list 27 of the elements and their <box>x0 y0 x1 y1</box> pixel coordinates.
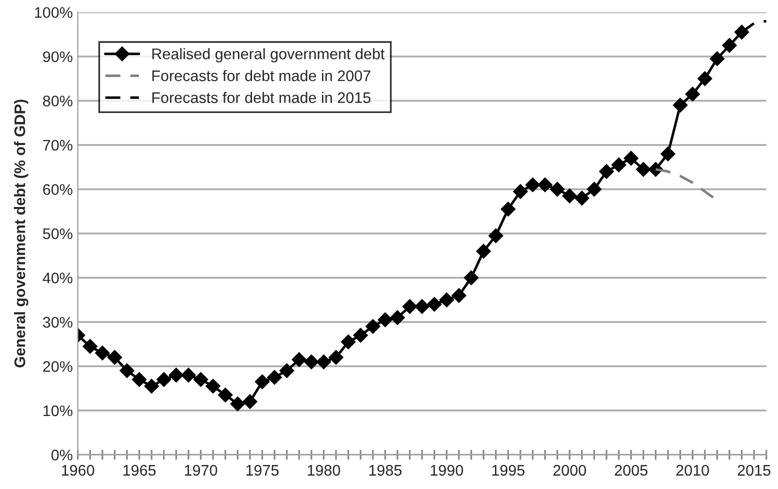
y-tick-label: 70% <box>43 140 72 151</box>
legend-label: Forecasts for debt made in 2007 <box>152 70 370 82</box>
x-tick-label: 2010 <box>676 464 709 476</box>
x-tick-label: 2000 <box>553 464 586 476</box>
y-tick-label: 40% <box>42 272 72 284</box>
x-tick-label: 2015 <box>738 464 770 476</box>
x-tick-label: 1990 <box>430 464 464 476</box>
y-tick-label: 90% <box>43 51 72 62</box>
y-tick-label: 100% <box>35 7 72 18</box>
x-tick-label: 1975 <box>246 464 279 476</box>
x-tick-label: 2005 <box>614 464 648 476</box>
y-axis-title: General government debt (% of GDP) <box>14 100 28 368</box>
y-tick-label: 60% <box>43 184 72 195</box>
y-tick-label: 0% <box>51 450 72 460</box>
x-tick-label: 1970 <box>184 464 218 476</box>
y-tick-label: 10% <box>44 405 72 416</box>
y-tick-label: 20% <box>43 361 72 372</box>
x-tick-label: 1980 <box>308 464 340 476</box>
y-tick-label: 30% <box>42 316 72 328</box>
x-tick-label: 1995 <box>492 464 524 476</box>
x-tick-label: 1960 <box>62 464 94 476</box>
y-tick-label: 80% <box>43 96 72 106</box>
legend-label: Realised general government debt <box>152 48 385 62</box>
x-tick-label: 1965 <box>123 464 156 476</box>
x-tick-label: 1985 <box>369 464 402 476</box>
y-tick-label: 50% <box>42 228 72 240</box>
legend-label: Forecasts for debt made in 2015 <box>152 92 370 104</box>
